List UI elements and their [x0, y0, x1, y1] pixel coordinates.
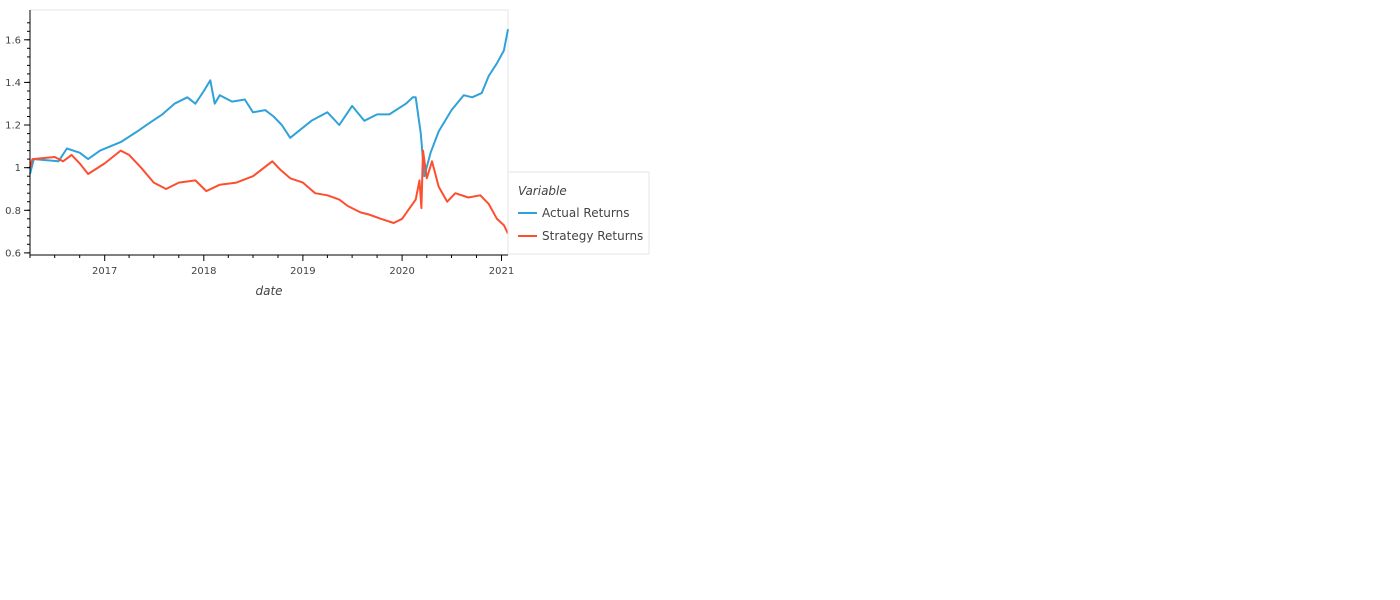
y-tick-label: 1.2: [5, 121, 21, 132]
y-tick-label: 1.4: [5, 78, 21, 89]
series-line-strategy-returns: [29, 149, 509, 235]
y-tick-label: 0.6: [5, 248, 21, 259]
y-tick-label: 1.6: [5, 35, 21, 46]
x-tick-label: 2020: [389, 266, 414, 277]
legend-title: Variable: [518, 184, 567, 198]
x-tick-label: 2018: [191, 266, 216, 277]
x-tick-label: 2021: [489, 266, 514, 277]
plot-frame: [29, 9, 509, 256]
x-tick-label: 2019: [290, 266, 315, 277]
legend-entry-actual-returns: Actual Returns: [542, 206, 629, 220]
line-chart: 0.6 0.8 1 1.2 1.4 1.6 2017 2018 2019 2020 2021 dat…: [5, 9, 650, 298]
y-tick-label: 0.8: [5, 206, 21, 217]
legend: Variable Actual Returns Strategy Returns: [507, 171, 650, 255]
series-layer: [29, 29, 509, 235]
axes-layer: 0.6 0.8 1 1.2 1.4 1.6 2017 2018 2019 2020 2021: [5, 10, 514, 277]
x-tick-label: 2017: [92, 266, 117, 277]
legend-entry-strategy-returns: Strategy Returns: [542, 229, 643, 243]
series-line-actual-returns: [29, 29, 509, 178]
y-tick-label: 1: [15, 163, 21, 174]
chart-container: 0.6 0.8 1 1.2 1.4 1.6 2017 2018 2019 2020 2021 dat…: [0, 0, 660, 310]
x-axis-label: date: [255, 284, 282, 298]
